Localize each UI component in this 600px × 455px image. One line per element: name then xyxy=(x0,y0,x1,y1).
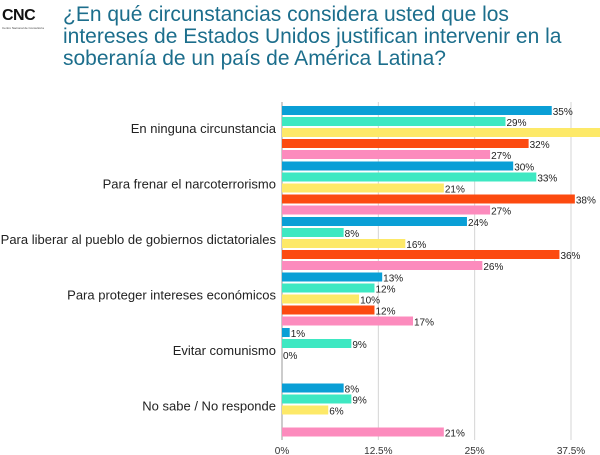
data-label: 24% xyxy=(468,218,488,229)
data-label: 30% xyxy=(514,163,534,174)
cnc-logo-subtitle: Centro Nacional de Consultoría xyxy=(2,26,44,30)
category-label: Para liberar al pueblo de gobiernos dict… xyxy=(1,232,277,247)
bar xyxy=(282,217,467,226)
cnc-logo: CNC xyxy=(2,7,36,24)
bar xyxy=(282,383,344,393)
bar xyxy=(282,405,329,415)
data-label: 26% xyxy=(483,262,503,273)
title-line-1: ¿En qué circunstancias considera usted q… xyxy=(63,3,509,26)
bar xyxy=(282,339,352,348)
category-label: Para proteger intereses económicos xyxy=(67,287,276,302)
bar xyxy=(282,272,383,282)
bar xyxy=(282,427,444,437)
bar xyxy=(282,161,514,171)
bar xyxy=(282,150,491,159)
bar xyxy=(282,250,560,259)
bar xyxy=(282,183,444,193)
data-label: 27% xyxy=(491,151,511,162)
data-label: 8% xyxy=(345,385,360,396)
x-tick-label: 37.5% xyxy=(557,446,585,455)
data-label: 27% xyxy=(491,207,511,218)
bar xyxy=(282,283,375,293)
data-label: 16% xyxy=(406,240,426,251)
data-label: 17% xyxy=(414,318,434,329)
data-label: 36% xyxy=(560,251,580,262)
bar xyxy=(282,106,552,115)
category-label: Evitar comunismo xyxy=(173,343,276,358)
title-line-2: intereses de Estados Unidos justifican i… xyxy=(63,25,562,48)
data-label: 12% xyxy=(375,285,395,296)
bar xyxy=(282,194,575,204)
data-label: 32% xyxy=(530,140,550,151)
bar xyxy=(282,239,406,248)
bar xyxy=(282,139,529,148)
bar xyxy=(282,261,483,270)
data-label: 1% xyxy=(291,329,306,340)
data-label: 33% xyxy=(537,174,557,185)
data-label: 12% xyxy=(375,307,395,318)
category-label: En ninguna circunstancia xyxy=(131,121,277,136)
data-label: 38% xyxy=(576,196,596,207)
data-label: 9% xyxy=(352,396,367,407)
bar xyxy=(282,328,290,337)
bar xyxy=(282,305,375,315)
data-label: 10% xyxy=(360,296,380,307)
bar xyxy=(282,394,352,404)
data-label: 9% xyxy=(352,340,367,351)
chart-title: ¿En qué circunstancias considera usted q… xyxy=(63,4,600,70)
bar xyxy=(282,294,360,304)
category-label: Para frenar el narcoterrorismo xyxy=(103,176,276,191)
x-tick-label: 25% xyxy=(465,446,485,455)
bar xyxy=(282,117,506,126)
data-label: 6% xyxy=(329,407,344,418)
title-line-3: soberanía de un país de América Latina? xyxy=(63,47,446,70)
x-tick-label: 12.5% xyxy=(364,446,392,455)
data-label: 21% xyxy=(445,185,465,196)
data-label: 8% xyxy=(345,229,360,240)
bar xyxy=(282,128,600,137)
data-label: 29% xyxy=(506,118,526,129)
data-label: 13% xyxy=(383,274,403,285)
x-tick-label: 0% xyxy=(275,446,290,455)
bar xyxy=(282,172,537,182)
data-label: 21% xyxy=(445,429,465,440)
bar xyxy=(282,228,344,237)
bar xyxy=(282,205,491,215)
category-label: No sabe / No responde xyxy=(142,398,276,413)
data-label: 35% xyxy=(553,107,573,118)
bar xyxy=(282,316,414,326)
data-label: 0% xyxy=(283,351,298,362)
